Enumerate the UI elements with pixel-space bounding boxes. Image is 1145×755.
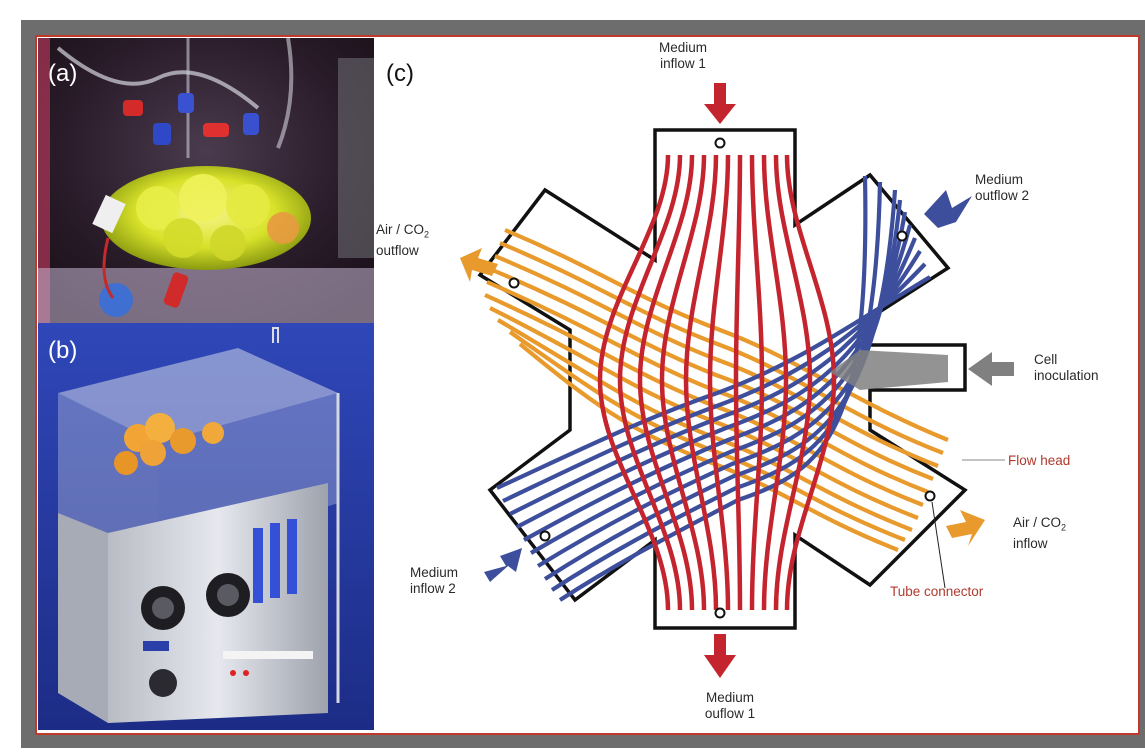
label-air-co2-inflow-line2: inflow (1013, 535, 1048, 551)
label-medium-outflow-1: Medium ouflow 1 (690, 690, 770, 722)
label-medium-outflow-1-line1: Medium (705, 690, 754, 705)
label-medium-inflow-2-line2: inflow 2 (410, 581, 456, 596)
label-tube-connector: Tube connector (890, 584, 984, 599)
arrow-air-co2-outflow (460, 248, 498, 282)
label-air-co2-outflow: Air / CO2 outflow (376, 222, 429, 259)
label-cell-inoculation: Cell inoculation (1034, 352, 1099, 384)
label-medium-inflow-1-line1: Medium (658, 40, 707, 55)
port-upper-right (896, 230, 908, 242)
label-medium-outflow-2-line2: outflow 2 (975, 188, 1030, 203)
label-medium-outflow-2: Medium outflow 2 (975, 172, 1029, 204)
label-medium-inflow-1: Medium inflow 1 (643, 40, 723, 72)
label-medium-outflow-1-line2: ouflow 1 (704, 706, 756, 721)
photo-bioreactor-incubator: (a) (38, 38, 374, 323)
label-air-co2-inflow-line1: Air / CO2 (1013, 515, 1066, 536)
photo-bioreactor-unit: (b) (38, 323, 374, 730)
air-co2-outflow-text: Air / CO (376, 222, 425, 237)
air-co2-outflow-subscript: 2 (424, 229, 430, 240)
cell-inoculation-wedge (830, 350, 948, 390)
label-cell-inoculation-line2: inoculation (1034, 368, 1099, 383)
air-co2-inflow-text: Air / CO (1013, 515, 1062, 530)
label-air-co2-outflow-line1: Air / CO2 (376, 222, 429, 243)
label-air-co2-outflow-line2: outflow (376, 242, 419, 258)
label-flow-head: Flow head (1008, 453, 1071, 468)
port-left (508, 277, 520, 289)
photo-a-illustration (38, 38, 374, 323)
medium-1-channels (597, 154, 837, 611)
arrow-cell-inoculation (968, 352, 1014, 386)
air-co2-inflow-subscript: 2 (1061, 522, 1067, 533)
label-medium-inflow-2-line1: Medium (410, 565, 459, 580)
tube-connector-leader (931, 501, 946, 589)
medium-2-channels (496, 175, 932, 602)
label-medium-inflow-2: Medium inflow 2 (410, 565, 458, 597)
arrow-medium-outflow-1 (704, 634, 736, 678)
panel-c-label: (c) (386, 60, 414, 87)
port-top (714, 137, 726, 149)
arrow-air-co2-inflow (946, 510, 985, 546)
port-lower-left (539, 530, 551, 542)
port-lower-right (924, 490, 936, 502)
label-medium-outflow-2-line1: Medium (975, 172, 1024, 187)
panel-a-label: (a) (48, 60, 78, 87)
port-bottom (714, 607, 726, 619)
arrow-medium-outflow-2 (924, 190, 972, 228)
arrow-medium-inflow-1 (704, 83, 736, 124)
label-medium-inflow-1-line2: inflow 1 (660, 56, 706, 71)
panel-b-label: (b) (48, 337, 78, 364)
label-air-co2-inflow: Air / CO2 inflow (1013, 515, 1066, 552)
photo-b-illustration (38, 323, 374, 730)
arrow-medium-inflow-2 (484, 548, 522, 582)
label-cell-inoculation-line1: Cell (1034, 352, 1058, 367)
